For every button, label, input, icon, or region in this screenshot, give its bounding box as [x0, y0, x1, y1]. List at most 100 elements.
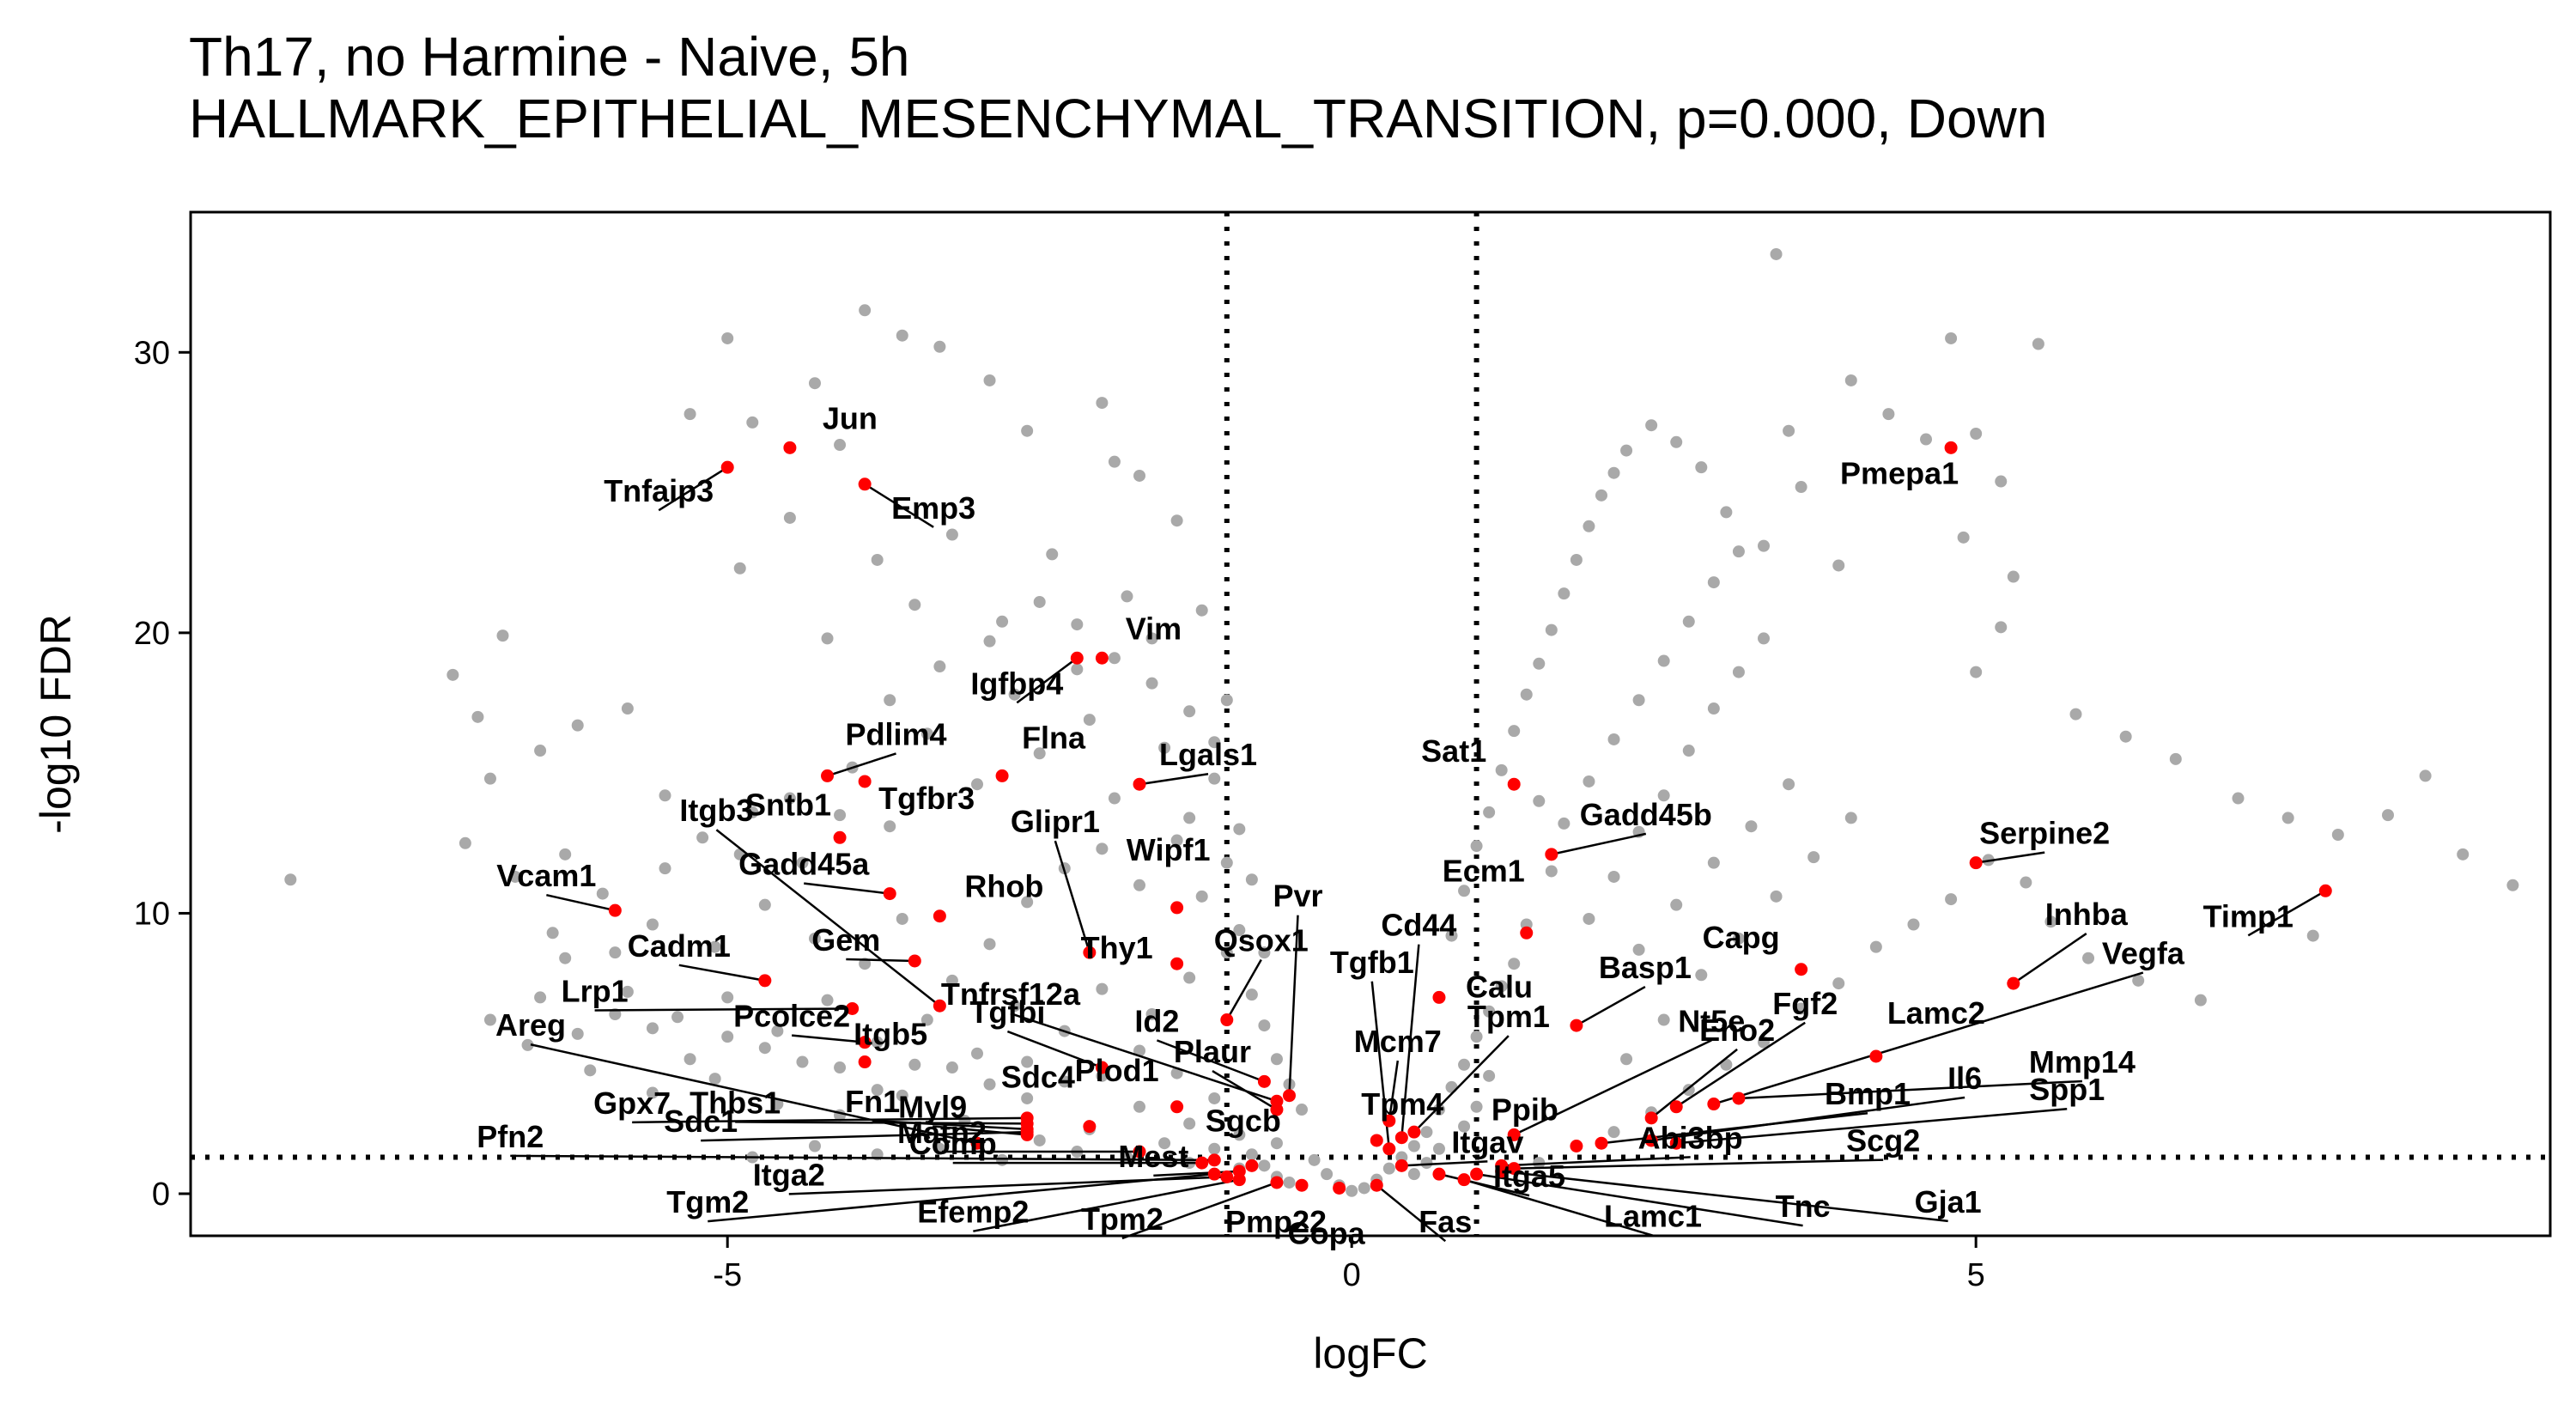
background-point — [646, 918, 659, 931]
highlighted-point — [1095, 651, 1109, 665]
background-point — [1657, 654, 1670, 667]
background-point — [1108, 455, 1121, 468]
background-point — [1807, 851, 1820, 864]
leader-line — [1288, 915, 1299, 1096]
background-point — [1083, 714, 1096, 727]
background-point — [920, 1013, 933, 1026]
gene-label: Eno2 — [1699, 1013, 1775, 1048]
highlighted-point — [1570, 1139, 1583, 1152]
highlighted-point — [995, 769, 1009, 782]
gene-label: Itgb5 — [854, 1017, 927, 1052]
background-point — [284, 873, 297, 886]
background-point — [1108, 792, 1121, 805]
background-point — [1558, 817, 1571, 830]
gene-label: Plod1 — [1075, 1053, 1159, 1088]
leader-line — [594, 1007, 853, 1012]
background-point — [1595, 489, 1607, 502]
leader-line — [2247, 890, 2326, 937]
gene-label: Gadd45b — [1580, 797, 1712, 832]
gene-label: Tgfbi — [969, 994, 1045, 1030]
gene-label: Spp1 — [2029, 1072, 2105, 1107]
background-point — [1170, 514, 1183, 527]
leader-line — [827, 752, 896, 777]
highlighted-point — [1083, 1120, 1097, 1134]
background-point — [1682, 615, 1695, 628]
gene-label: Sat1 — [1421, 733, 1486, 769]
background-point — [996, 1153, 1009, 1166]
gene-label: Thbs1 — [690, 1085, 781, 1120]
background-point — [1270, 1137, 1283, 1150]
background-point — [1607, 466, 1620, 479]
gene-label: Calu — [1466, 969, 1533, 1004]
highlighted-point — [933, 999, 946, 1013]
gene-label: Pvr — [1273, 879, 1322, 914]
background-point — [571, 719, 584, 732]
gene-label: Lrp1 — [562, 973, 629, 1008]
background-point — [1458, 1058, 1471, 1071]
background-point — [1483, 806, 1496, 818]
highlighted-point — [1270, 1103, 1284, 1116]
background-point — [571, 1027, 584, 1040]
leader-line — [1121, 1181, 1278, 1240]
highlighted-point — [1507, 1128, 1521, 1141]
background-point — [1258, 1159, 1271, 1172]
gene-label: Sntb1 — [745, 787, 831, 822]
background-point — [733, 562, 746, 575]
background-point — [1195, 890, 1208, 903]
leader-line — [701, 1130, 1028, 1142]
background-point — [1483, 1069, 1496, 1082]
background-point — [871, 1036, 884, 1049]
background-point — [1495, 763, 1508, 776]
leader-line — [530, 1043, 978, 1145]
background-point — [834, 809, 847, 822]
background-point — [596, 887, 609, 900]
background-point — [1832, 977, 1845, 990]
background-point — [1670, 898, 1683, 911]
background-point — [1758, 1036, 1770, 1049]
gene-label: Timp1 — [2203, 898, 2293, 934]
gene-label: Wipf1 — [1127, 832, 1211, 867]
background-point — [1570, 553, 1583, 566]
background-point — [1096, 982, 1109, 995]
leader-line — [973, 1178, 1240, 1232]
background-point — [2306, 929, 2319, 942]
highlighted-point — [1570, 1019, 1583, 1032]
background-point — [1133, 1044, 1146, 1057]
background-point — [609, 946, 622, 959]
background-point — [1508, 725, 1521, 738]
gene-label: Itga2 — [753, 1157, 825, 1192]
leader-line — [1376, 1184, 1447, 1243]
background-point — [1483, 1005, 1496, 1018]
background-point — [1470, 1031, 1483, 1043]
leader-line — [1501, 1156, 1691, 1167]
leader-line — [1551, 832, 1647, 856]
background-point — [1995, 621, 2008, 634]
background-point — [708, 940, 721, 953]
background-point — [1520, 688, 1533, 701]
background-point — [1970, 666, 1983, 678]
gene-label: Cd44 — [1381, 908, 1456, 943]
background-point — [1258, 1019, 1271, 1032]
gene-label: Pmp22 — [1225, 1204, 1327, 1239]
background-point — [559, 952, 572, 964]
background-point — [1707, 856, 1720, 869]
background-point — [659, 862, 671, 875]
highlighted-point — [1245, 1159, 1259, 1172]
background-point — [908, 1058, 921, 1071]
background-point — [1783, 424, 1795, 437]
background-point — [1732, 666, 1745, 678]
background-point — [771, 1098, 784, 1110]
background-point — [671, 1011, 684, 1024]
background-point — [1220, 856, 1233, 869]
background-point — [1470, 1100, 1483, 1113]
leader-line — [1139, 772, 1209, 786]
background-point — [1220, 946, 1233, 959]
gene-label: Rhob — [964, 869, 1043, 904]
background-point — [1970, 427, 1983, 440]
background-point — [708, 1073, 721, 1086]
gene-label: Glipr1 — [1011, 804, 1100, 839]
background-point — [1445, 929, 1458, 942]
background-point — [1145, 1008, 1158, 1021]
leader-line — [658, 466, 728, 512]
background-point — [1620, 444, 1633, 457]
